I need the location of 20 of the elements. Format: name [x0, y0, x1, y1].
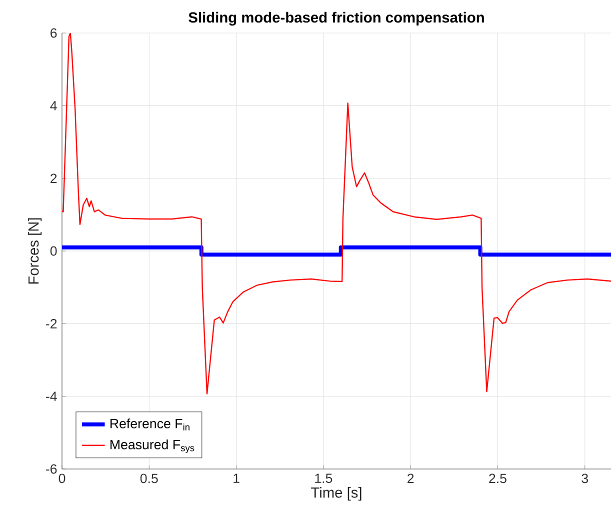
y-tick-label: 0: [50, 246, 57, 256]
y-tick-label: 2: [50, 174, 57, 183]
y-tick-label: 6: [50, 28, 57, 38]
legend-label: Reference F$_{in}$: [110, 418, 190, 430]
x-tick-label: 0.5: [140, 474, 158, 484]
y-tick-label: -2: [46, 319, 57, 328]
y-tick-label: -6: [46, 464, 57, 474]
chart-title: Sliding mode-based friction compensation: [188, 12, 484, 26]
y-tick-label: 4: [50, 101, 57, 110]
x-tick-label: 0: [58, 474, 66, 484]
y-tick-label: -4: [46, 392, 57, 401]
x-tick-label: 1.5: [315, 474, 332, 484]
x-tick-label: 2: [408, 474, 414, 484]
x-tick-label: 1: [234, 474, 240, 483]
y-axis-title: Forces [N]: [28, 218, 42, 284]
x-tick-label: 2.5: [489, 474, 506, 484]
x-axis-title: Time [s]: [311, 486, 362, 501]
x-tick-label: 3: [582, 474, 588, 484]
line-series: [62, 33, 611, 394]
legend-label: Measured F$_{sys}$: [110, 440, 194, 454]
